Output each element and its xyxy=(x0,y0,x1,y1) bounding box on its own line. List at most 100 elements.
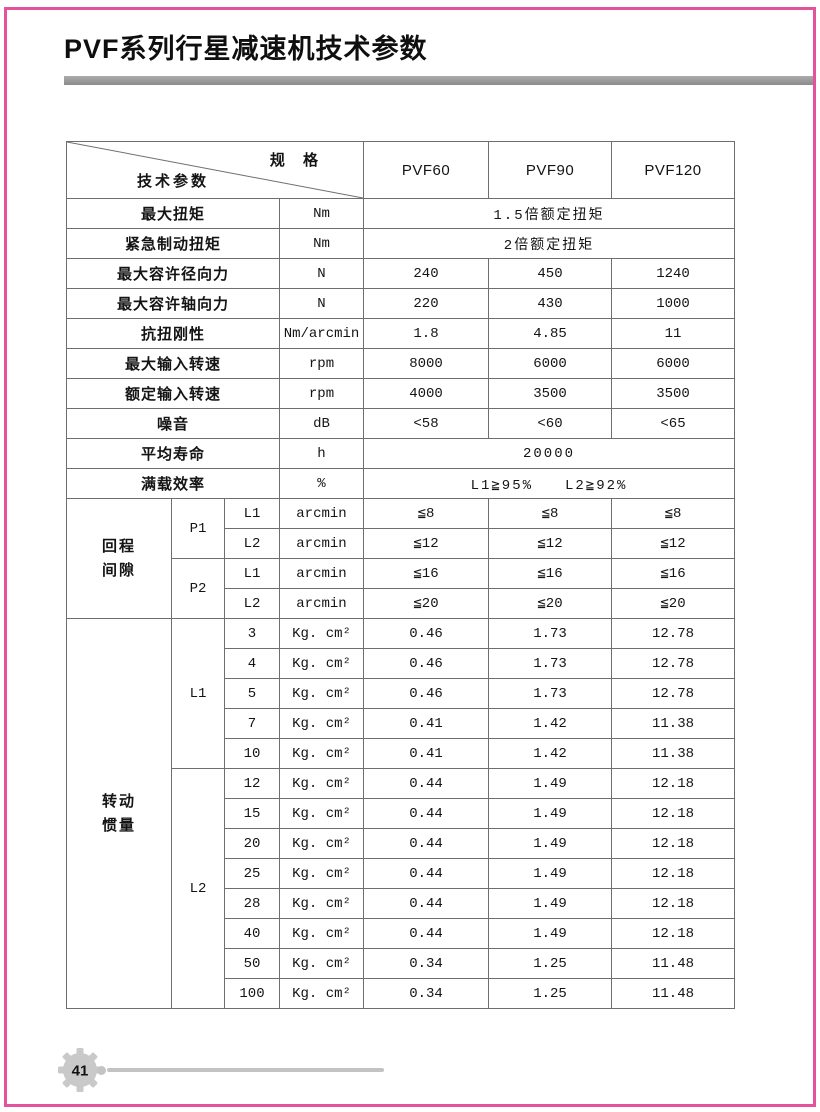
table-row: 紧急制动扭矩 Nm 2倍额定扭矩 xyxy=(66,228,735,259)
ratio-cell: 50 xyxy=(224,948,280,979)
value-cell: ≦16 xyxy=(611,558,735,589)
value-cell: 12.18 xyxy=(611,858,735,889)
value-cell: 1.49 xyxy=(488,768,612,799)
value-cell: 12.18 xyxy=(611,768,735,799)
diagonal-line xyxy=(67,142,363,198)
ratio-cell: 4 xyxy=(224,648,280,679)
value-cell: <60 xyxy=(488,408,612,439)
unit-cell: Nm xyxy=(279,198,364,229)
ratio-cell: 12 xyxy=(224,768,280,799)
value-cell: 0.46 xyxy=(363,678,489,709)
ratio-cell: 5 xyxy=(224,678,280,709)
table-row: 满载效率 % L1≧95% L2≧92% xyxy=(66,468,735,499)
table-row: 转动 惯量 L1 3 Kg. cm² 0.46 1.73 12.78 xyxy=(66,618,735,1009)
backlash-group-label-line2: 间隙 xyxy=(101,561,136,579)
value-cell: 6000 xyxy=(611,348,735,379)
ratio-cell: 15 xyxy=(224,798,280,829)
value-cell: 1.73 xyxy=(488,678,612,709)
level-cell: L2 xyxy=(224,588,280,619)
backlash-class-p2: P2 xyxy=(171,558,225,619)
row-label-full-load-efficiency: 满载效率 xyxy=(66,468,280,499)
unit-cell: Kg. cm² xyxy=(279,798,364,829)
row-label-max-axial-force: 最大容许轴向力 xyxy=(66,288,280,319)
value-cell: 12.18 xyxy=(611,888,735,919)
row-label-torsional-rigidity: 抗扭刚性 xyxy=(66,318,280,349)
table-row: 4 Kg. cm² 0.46 1.73 12.78 xyxy=(67,648,735,679)
value-cell: 0.46 xyxy=(363,648,489,679)
diagonal-header-cell: 规 格 技术参数 xyxy=(66,141,364,199)
unit-cell: Kg. cm² xyxy=(279,978,364,1009)
value-cell: ≦16 xyxy=(363,558,489,589)
inertia-group-label: 转动 惯量 xyxy=(66,618,172,1009)
row-label-max-torque: 最大扭矩 xyxy=(66,198,280,229)
unit-cell: arcmin xyxy=(279,588,364,619)
value-cell: 6000 xyxy=(488,348,612,379)
value-cell: 11.48 xyxy=(611,948,735,979)
ratio-cell: 100 xyxy=(224,978,280,1009)
unit-cell: rpm xyxy=(279,348,364,379)
table-row: 回程 间隙 P1 L1 arcmin ≦8 ≦8 ≦8 xyxy=(66,498,735,619)
value-cell: 0.44 xyxy=(363,798,489,829)
value-cell: 3500 xyxy=(488,378,612,409)
value-cell: 0.34 xyxy=(363,948,489,979)
value-cell: 0.41 xyxy=(363,738,489,769)
table-row: L2 12 Kg. cm² 0.44 1.49 12.18 xyxy=(67,768,735,1009)
ratio-cell: 10 xyxy=(224,738,280,769)
table-row: 10 Kg. cm² 0.41 1.42 11.38 xyxy=(67,738,735,769)
value-cell: ≦12 xyxy=(611,528,735,559)
value-cell: 1.25 xyxy=(488,978,612,1009)
value-cell: 430 xyxy=(488,288,612,319)
table-row: 平均寿命 h 20000 xyxy=(66,438,735,469)
ratio-cell: 25 xyxy=(224,858,280,889)
value-cell: 4000 xyxy=(363,378,489,409)
value-cell: 1.8 xyxy=(363,318,489,349)
value-cell: 1000 xyxy=(611,288,735,319)
value-cell: 11.38 xyxy=(611,738,735,769)
column-header-pvf120: PVF120 xyxy=(611,141,735,199)
table-row: 100 Kg. cm² 0.34 1.25 11.48 xyxy=(67,978,735,1009)
unit-cell: Kg. cm² xyxy=(279,738,364,769)
value-cell: 12.78 xyxy=(611,648,735,679)
value-cell: L1≧95% L2≧92% xyxy=(363,468,735,499)
value-cell: 1.25 xyxy=(488,948,612,979)
value-cell: 1.49 xyxy=(488,918,612,949)
value-cell: 0.46 xyxy=(363,618,489,649)
backlash-group-label-line1: 回程 xyxy=(101,537,136,555)
table-row: 抗扭刚性 Nm/arcmin 1.8 4.85 11 xyxy=(66,318,735,349)
value-cell: ≦12 xyxy=(488,528,612,559)
value-cell: 12.78 xyxy=(611,678,735,709)
ratio-cell: 40 xyxy=(224,918,280,949)
unit-cell: h xyxy=(279,438,364,469)
value-cell: 2倍额定扭矩 xyxy=(363,228,735,259)
unit-cell: arcmin xyxy=(279,528,364,559)
table-row: 25 Kg. cm² 0.44 1.49 12.18 xyxy=(67,858,735,889)
unit-cell: Kg. cm² xyxy=(279,948,364,979)
level-cell: L1 xyxy=(224,498,280,529)
inertia-group-label-line1: 转动 xyxy=(101,792,136,810)
value-cell: 0.44 xyxy=(363,858,489,889)
corner-param-label: 技术参数 xyxy=(137,173,210,190)
unit-cell: arcmin xyxy=(279,558,364,589)
unit-cell: Kg. cm² xyxy=(279,768,364,799)
value-cell: ≦16 xyxy=(488,558,612,589)
row-label-emergency-brake-torque: 紧急制动扭矩 xyxy=(66,228,280,259)
page-number-gear-icon: 41 xyxy=(58,1048,102,1092)
unit-cell: Kg. cm² xyxy=(279,888,364,919)
table-row: 最大容许径向力 N 240 450 1240 xyxy=(66,258,735,289)
value-cell: 0.41 xyxy=(363,708,489,739)
value-cell: 1.49 xyxy=(488,828,612,859)
unit-cell: N xyxy=(279,258,364,289)
table-header-row: 规 格 技术参数 PVF60 PVF90 PVF120 xyxy=(66,141,735,199)
table-row: L2 arcmin ≦12 ≦12 ≦12 xyxy=(67,528,735,559)
ratio-cell: 28 xyxy=(224,888,280,919)
table-row: 15 Kg. cm² 0.44 1.49 12.18 xyxy=(67,798,735,829)
table-row: 最大扭矩 Nm 1.5倍额定扭矩 xyxy=(66,198,735,229)
ratio-cell: 20 xyxy=(224,828,280,859)
value-cell: 1.73 xyxy=(488,618,612,649)
level-cell: L1 xyxy=(224,558,280,589)
corner-spec-label: 规 格 xyxy=(269,152,325,169)
value-cell: 0.44 xyxy=(363,918,489,949)
page-number: 41 xyxy=(72,1063,89,1080)
value-cell: <58 xyxy=(363,408,489,439)
value-cell: 1.49 xyxy=(488,798,612,829)
